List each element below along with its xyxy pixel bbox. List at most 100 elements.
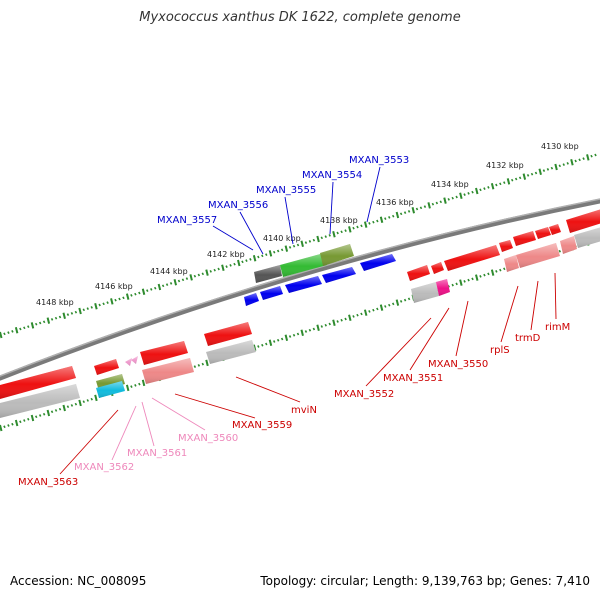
outer-tick: [38, 321, 42, 325]
tick-label: 4140 kbp: [263, 234, 301, 243]
tick-label: 4136 kbp: [376, 198, 414, 207]
below-8-leader: [455, 300, 469, 357]
inner-tick: [479, 274, 482, 278]
gene-red-r7-shine: [549, 224, 561, 235]
outer-tick: [479, 188, 482, 192]
outer-tick: [249, 258, 252, 261]
inner-tick: [50, 410, 54, 414]
below-10-leader: [530, 280, 539, 331]
outer-tick: [356, 225, 359, 229]
inner-tick: [490, 269, 495, 276]
inner-tick: [324, 323, 327, 327]
outer-tick: [368, 222, 371, 225]
outer-tick: [439, 200, 443, 204]
inner-tick: [27, 417, 30, 421]
outer-tick: [233, 262, 236, 266]
inner-tick: [74, 402, 78, 406]
outer-tick: [546, 168, 550, 171]
outer-tick: [288, 246, 292, 249]
inner-tick: [384, 305, 387, 308]
below-7-leader: [409, 307, 450, 371]
below-9-leader: [500, 285, 519, 343]
outer-tick: [161, 284, 165, 288]
inner-tick: [363, 309, 368, 316]
inner-tick: [304, 330, 308, 333]
inner-tick: [312, 327, 316, 331]
outer-tick: [554, 163, 558, 171]
outer-tick: [388, 216, 391, 219]
inner-tick: [300, 329, 304, 336]
outer-tick: [229, 264, 232, 267]
outer-tick: [169, 282, 173, 285]
outer-tick: [550, 166, 554, 170]
tick-label: 4144 kbp: [150, 267, 188, 276]
outer-tick: [348, 226, 352, 233]
gene-gray-left-shine: [0, 384, 80, 418]
inner-tick: [475, 274, 479, 281]
gene-green-segment-shine: [280, 253, 327, 277]
outer-tick: [257, 255, 260, 259]
outer-tick: [415, 207, 419, 211]
outer-tick: [360, 224, 363, 228]
outer-tick: [82, 308, 86, 312]
outer-tick: [58, 315, 62, 319]
gene-label: rimM: [545, 322, 570, 333]
outer-tick: [582, 157, 585, 160]
below-0-leader: [59, 409, 119, 475]
gene-mxan-3557-shine: [244, 293, 259, 306]
outer-tick: [435, 201, 439, 205]
below-4-leader: [174, 393, 256, 419]
outer-tick: [245, 259, 248, 262]
tick-label: 4134 kbp: [431, 180, 469, 189]
outer-tick: [7, 331, 10, 334]
inner-tick: [288, 335, 292, 338]
below-5-leader: [235, 376, 301, 403]
outer-tick: [431, 202, 435, 206]
inner-tick: [368, 310, 371, 313]
outer-tick: [562, 163, 565, 166]
outer-tick: [574, 159, 577, 163]
outer-tick: [372, 220, 375, 224]
outer-tick: [403, 211, 407, 214]
outer-tick: [125, 293, 130, 300]
outer-tick: [320, 236, 324, 240]
outer-tick: [363, 221, 368, 228]
gene-red-left-small-shine: [94, 359, 119, 375]
outer-tick: [475, 187, 479, 195]
inner-tick: [308, 328, 312, 332]
gene-red-mid-shine: [204, 322, 252, 346]
outer-tick: [411, 206, 416, 214]
below-1-leader: [111, 405, 137, 461]
inner-tick: [14, 419, 19, 427]
outer-tick: [300, 240, 304, 248]
genome-stats-text: Topology: circular; Length: 9,139,763 bp…: [260, 574, 590, 588]
gene-labels: MXAN_3557 MXAN_3556 MXAN_3555 MXAN_3554 MXAN…: [18, 155, 570, 488]
below-3-leader: [151, 397, 206, 431]
outer-tick: [419, 206, 423, 210]
gene-gray-mid-shine: [206, 340, 256, 364]
outer-tick: [399, 212, 403, 216]
inner-tick: [471, 277, 474, 281]
inner-tick: [78, 399, 82, 407]
inner-tick: [316, 324, 320, 331]
gene-mxan-3553-shine: [360, 254, 396, 271]
outer-tick: [70, 312, 74, 315]
gene-pink-r3-shine: [560, 236, 577, 254]
inner-tick: [280, 337, 284, 341]
outer-tick: [150, 288, 153, 291]
inner-tick: [125, 384, 130, 392]
inner-tick: [134, 384, 137, 387]
gene-label: MXAN_3560: [178, 433, 238, 444]
gene-label: MXAN_3556: [208, 200, 268, 211]
inner-tick: [11, 422, 14, 426]
gene-mxan-3561-shine: [96, 381, 125, 398]
outer-tick: [241, 260, 244, 264]
inner-tick: [268, 339, 273, 347]
gene-pink-r2-shine: [516, 243, 560, 268]
inner-tick: [130, 385, 133, 388]
outer-tick: [558, 164, 562, 168]
inner-tick: [3, 425, 6, 429]
outer-tick: [14, 326, 19, 334]
inner-tick: [7, 424, 10, 427]
gene-red-r6-shine: [535, 227, 551, 239]
